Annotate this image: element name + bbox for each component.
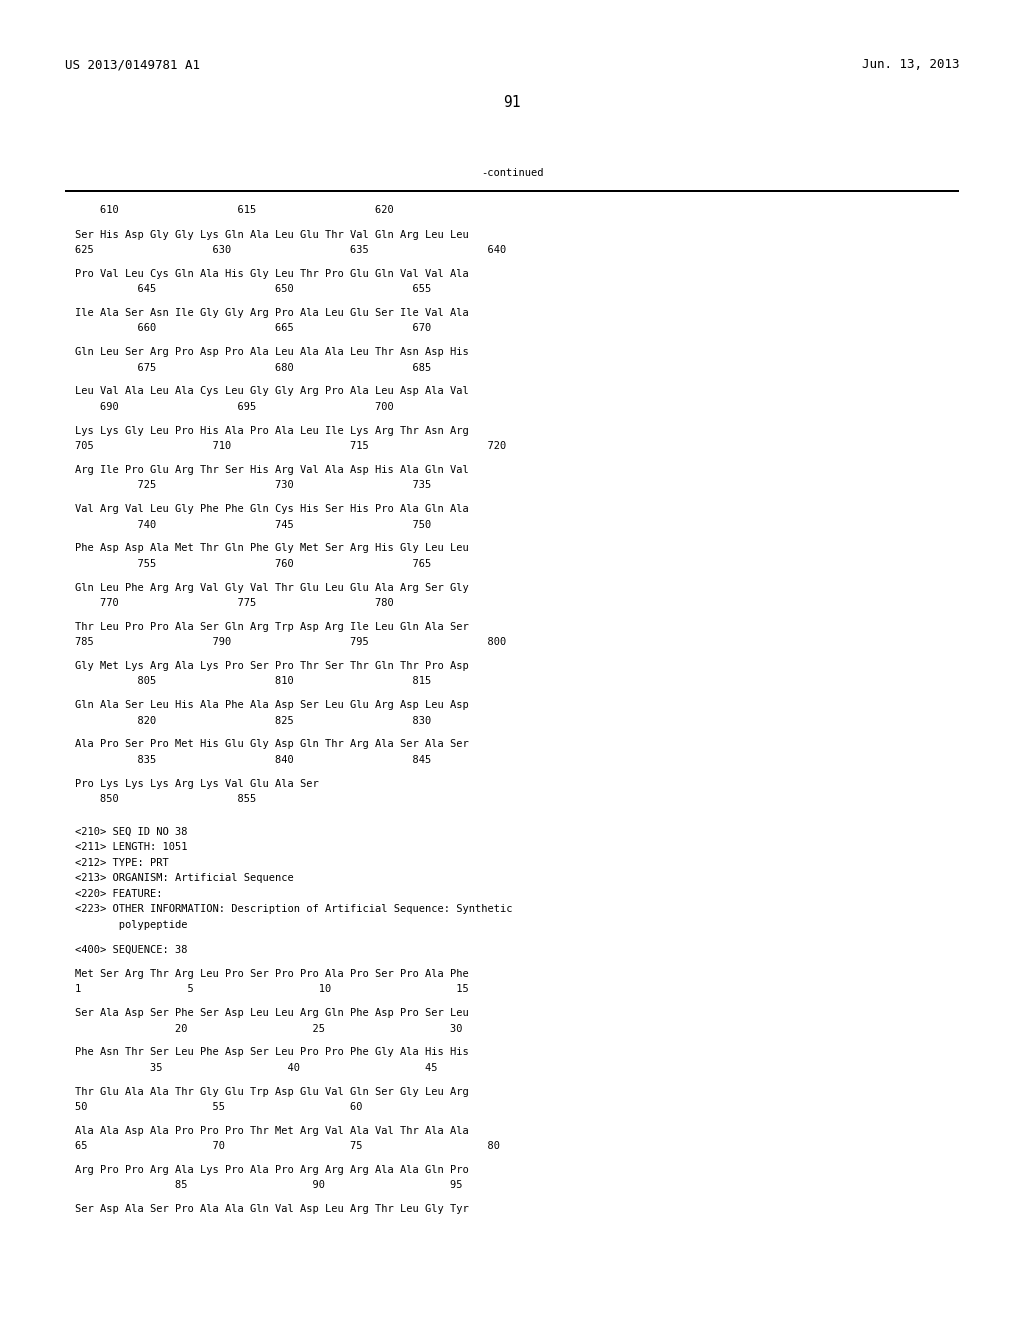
- Text: Ser Asp Ala Ser Pro Ala Ala Gln Val Asp Leu Arg Thr Leu Gly Tyr: Ser Asp Ala Ser Pro Ala Ala Gln Val Asp …: [75, 1204, 469, 1214]
- Text: Thr Glu Ala Ala Thr Gly Glu Trp Asp Glu Val Gln Ser Gly Leu Arg: Thr Glu Ala Ala Thr Gly Glu Trp Asp Glu …: [75, 1086, 469, 1097]
- Text: Jun. 13, 2013: Jun. 13, 2013: [861, 58, 959, 71]
- Text: US 2013/0149781 A1: US 2013/0149781 A1: [65, 58, 200, 71]
- Text: Leu Val Ala Leu Ala Cys Leu Gly Gly Arg Pro Ala Leu Asp Ala Val: Leu Val Ala Leu Ala Cys Leu Gly Gly Arg …: [75, 387, 469, 396]
- Text: 65                    70                    75                    80: 65 70 75 80: [75, 1142, 500, 1151]
- Text: 690                   695                   700: 690 695 700: [75, 401, 394, 412]
- Text: <211> LENGTH: 1051: <211> LENGTH: 1051: [75, 842, 187, 853]
- Text: Gln Leu Ser Arg Pro Asp Pro Ala Leu Ala Ala Leu Thr Asn Asp His: Gln Leu Ser Arg Pro Asp Pro Ala Leu Ala …: [75, 347, 469, 358]
- Text: <213> ORGANISM: Artificial Sequence: <213> ORGANISM: Artificial Sequence: [75, 874, 294, 883]
- Text: Gln Ala Ser Leu His Ala Phe Ala Asp Ser Leu Glu Arg Asp Leu Asp: Gln Ala Ser Leu His Ala Phe Ala Asp Ser …: [75, 700, 469, 710]
- Text: <212> TYPE: PRT: <212> TYPE: PRT: [75, 858, 169, 867]
- Text: Lys Lys Gly Leu Pro His Ala Pro Ala Leu Ile Lys Arg Thr Asn Arg: Lys Lys Gly Leu Pro His Ala Pro Ala Leu …: [75, 425, 469, 436]
- Text: 50                    55                    60: 50 55 60: [75, 1102, 362, 1111]
- Text: polypeptide: polypeptide: [75, 920, 187, 929]
- Text: <210> SEQ ID NO 38: <210> SEQ ID NO 38: [75, 826, 187, 837]
- Text: 610                   615                   620: 610 615 620: [75, 205, 394, 215]
- Text: Phe Asp Asp Ala Met Thr Gln Phe Gly Met Ser Arg His Gly Leu Leu: Phe Asp Asp Ala Met Thr Gln Phe Gly Met …: [75, 544, 469, 553]
- Text: 20                    25                    30: 20 25 30: [75, 1023, 463, 1034]
- Text: 625                   630                   635                   640: 625 630 635 640: [75, 246, 506, 255]
- Text: <223> OTHER INFORMATION: Description of Artificial Sequence: Synthetic: <223> OTHER INFORMATION: Description of …: [75, 904, 512, 915]
- Text: <400> SEQUENCE: 38: <400> SEQUENCE: 38: [75, 944, 187, 954]
- Text: 1                 5                    10                    15: 1 5 10 15: [75, 985, 469, 994]
- Text: 705                   710                   715                   720: 705 710 715 720: [75, 441, 506, 451]
- Text: 725                   730                   735: 725 730 735: [75, 480, 431, 490]
- Text: Pro Val Leu Cys Gln Ala His Gly Leu Thr Pro Glu Gln Val Val Ala: Pro Val Leu Cys Gln Ala His Gly Leu Thr …: [75, 269, 469, 279]
- Text: 740                   745                   750: 740 745 750: [75, 520, 431, 529]
- Text: 645                   650                   655: 645 650 655: [75, 284, 431, 294]
- Text: Met Ser Arg Thr Arg Leu Pro Ser Pro Pro Ala Pro Ser Pro Ala Phe: Met Ser Arg Thr Arg Leu Pro Ser Pro Pro …: [75, 969, 469, 979]
- Text: Ser Ala Asp Ser Phe Ser Asp Leu Leu Arg Gln Phe Asp Pro Ser Leu: Ser Ala Asp Ser Phe Ser Asp Leu Leu Arg …: [75, 1008, 469, 1018]
- Text: Ala Pro Ser Pro Met His Glu Gly Asp Gln Thr Arg Ala Ser Ala Ser: Ala Pro Ser Pro Met His Glu Gly Asp Gln …: [75, 739, 469, 750]
- Text: 785                   790                   795                   800: 785 790 795 800: [75, 638, 506, 647]
- Text: 820                   825                   830: 820 825 830: [75, 715, 431, 726]
- Text: 805                   810                   815: 805 810 815: [75, 676, 431, 686]
- Text: Ser His Asp Gly Gly Lys Gln Ala Leu Glu Thr Val Gln Arg Leu Leu: Ser His Asp Gly Gly Lys Gln Ala Leu Glu …: [75, 230, 469, 239]
- Text: Pro Lys Lys Lys Arg Lys Val Glu Ala Ser: Pro Lys Lys Lys Arg Lys Val Glu Ala Ser: [75, 779, 318, 788]
- Text: Arg Pro Pro Arg Ala Lys Pro Ala Pro Arg Arg Arg Ala Ala Gln Pro: Arg Pro Pro Arg Ala Lys Pro Ala Pro Arg …: [75, 1166, 469, 1175]
- Text: 835                   840                   845: 835 840 845: [75, 755, 431, 764]
- Text: -continued: -continued: [480, 168, 544, 178]
- Text: 675                   680                   685: 675 680 685: [75, 363, 431, 372]
- Text: Gln Leu Phe Arg Arg Val Gly Val Thr Glu Leu Glu Ala Arg Ser Gly: Gln Leu Phe Arg Arg Val Gly Val Thr Glu …: [75, 582, 469, 593]
- Text: <220> FEATURE:: <220> FEATURE:: [75, 888, 163, 899]
- Text: 91: 91: [503, 95, 521, 110]
- Text: Val Arg Val Leu Gly Phe Phe Gln Cys His Ser His Pro Ala Gln Ala: Val Arg Val Leu Gly Phe Phe Gln Cys His …: [75, 504, 469, 513]
- Text: Ala Ala Asp Ala Pro Pro Pro Thr Met Arg Val Ala Val Thr Ala Ala: Ala Ala Asp Ala Pro Pro Pro Thr Met Arg …: [75, 1126, 469, 1135]
- Text: 770                   775                   780: 770 775 780: [75, 598, 394, 609]
- Text: 35                    40                    45: 35 40 45: [75, 1063, 437, 1073]
- Text: Arg Ile Pro Glu Arg Thr Ser His Arg Val Ala Asp His Ala Gln Val: Arg Ile Pro Glu Arg Thr Ser His Arg Val …: [75, 465, 469, 475]
- Text: Phe Asn Thr Ser Leu Phe Asp Ser Leu Pro Pro Phe Gly Ala His His: Phe Asn Thr Ser Leu Phe Asp Ser Leu Pro …: [75, 1047, 469, 1057]
- Text: 85                    90                    95: 85 90 95: [75, 1180, 463, 1191]
- Text: Gly Met Lys Arg Ala Lys Pro Ser Pro Thr Ser Thr Gln Thr Pro Asp: Gly Met Lys Arg Ala Lys Pro Ser Pro Thr …: [75, 661, 469, 671]
- Text: 660                   665                   670: 660 665 670: [75, 323, 431, 334]
- Text: Thr Leu Pro Pro Ala Ser Gln Arg Trp Asp Arg Ile Leu Gln Ala Ser: Thr Leu Pro Pro Ala Ser Gln Arg Trp Asp …: [75, 622, 469, 632]
- Text: 850                   855: 850 855: [75, 795, 256, 804]
- Text: Ile Ala Ser Asn Ile Gly Gly Arg Pro Ala Leu Glu Ser Ile Val Ala: Ile Ala Ser Asn Ile Gly Gly Arg Pro Ala …: [75, 308, 469, 318]
- Text: 755                   760                   765: 755 760 765: [75, 558, 431, 569]
